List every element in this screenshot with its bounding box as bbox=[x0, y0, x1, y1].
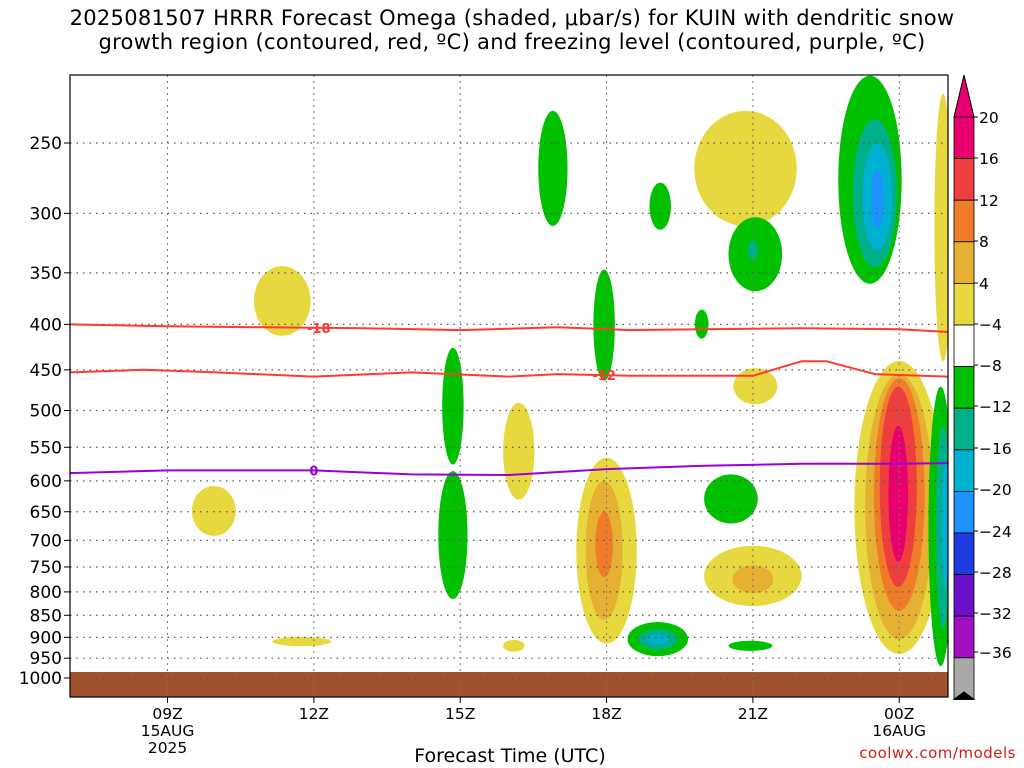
contour-line bbox=[70, 462, 948, 477]
contour-label: -12 bbox=[592, 369, 616, 384]
y-tick-label: 950 bbox=[30, 649, 62, 669]
omega-region-4 bbox=[503, 402, 535, 500]
colorbar-swatch bbox=[953, 199, 975, 243]
colorbar-bottom-arrow bbox=[952, 691, 976, 700]
y-tick-label: 550 bbox=[30, 438, 62, 458]
colorbar-swatch bbox=[953, 282, 975, 326]
colorbar-swatch bbox=[953, 615, 975, 659]
x-tick-label: 00Z bbox=[884, 705, 914, 723]
colorbar-swatch bbox=[953, 324, 975, 367]
plot-area: -18 -12 0 bbox=[70, 75, 948, 697]
omega-region-12 bbox=[595, 511, 613, 578]
colorbar-label: 20 bbox=[979, 109, 999, 127]
plot-frame bbox=[69, 74, 949, 698]
colorbar-label: 16 bbox=[979, 150, 999, 168]
colorbar-swatch bbox=[953, 158, 975, 201]
contour-line bbox=[70, 323, 948, 333]
y-tick-label: 900 bbox=[30, 628, 62, 648]
y-tick-label: 450 bbox=[30, 361, 62, 381]
chart-title-line-2: growth region (contoured, red, ºC) and f… bbox=[98, 30, 926, 54]
colorbar-swatch bbox=[953, 366, 975, 409]
colorbar-label: −36 bbox=[979, 644, 1012, 662]
colorbar-top-arrow bbox=[953, 74, 975, 118]
omega-region--4 bbox=[442, 347, 464, 465]
y-tick-label: 700 bbox=[30, 531, 62, 551]
colorbar-swatch bbox=[953, 532, 975, 575]
x-tick-label: 09Z bbox=[152, 705, 182, 723]
colorbar-label: −32 bbox=[979, 605, 1012, 623]
omega-region--4 bbox=[593, 269, 615, 381]
x-tick-label: 12Z bbox=[299, 705, 329, 723]
y-tick-label: 1000 bbox=[19, 669, 62, 689]
omega-region--12 bbox=[647, 634, 669, 645]
colorbar-label: −12 bbox=[979, 398, 1012, 416]
x-tick-label: 15AUG bbox=[141, 722, 195, 740]
y-tick-label: 650 bbox=[30, 503, 62, 523]
omega-region--16 bbox=[871, 169, 884, 229]
colorbar-swatch bbox=[953, 490, 975, 534]
omega-region-4 bbox=[733, 368, 778, 405]
colorbar-label: −28 bbox=[979, 564, 1012, 582]
site-credit[interactable]: coolwx.com/models bbox=[859, 744, 1016, 762]
chart-title: 2025081507 HRRR Forecast Omega (shaded, … bbox=[0, 6, 1024, 54]
plot-background bbox=[70, 75, 948, 697]
omega-region-4 bbox=[503, 639, 525, 652]
y-tick-label: 850 bbox=[30, 606, 62, 626]
omega-region-4 bbox=[934, 93, 948, 362]
colorbar-label: −4 bbox=[979, 316, 1002, 334]
ground-band bbox=[70, 672, 948, 697]
x-tick-label: 21Z bbox=[738, 705, 768, 723]
omega-region--4 bbox=[649, 182, 671, 230]
y-tick-label: 250 bbox=[30, 134, 62, 154]
contour-label: 0 bbox=[309, 464, 318, 479]
omega-region--4 bbox=[538, 110, 568, 227]
x-tick-label: 2025 bbox=[148, 739, 187, 757]
colorbar-swatch bbox=[953, 241, 975, 284]
omega-region-4 bbox=[191, 485, 236, 536]
x-tick-label: 16AUG bbox=[872, 722, 926, 740]
colorbar-label: 8 bbox=[979, 233, 989, 251]
colorbar-label: −20 bbox=[979, 481, 1012, 499]
colorbar-swatch bbox=[953, 116, 975, 159]
colorbar-swatch bbox=[953, 574, 975, 617]
omega-region-4 bbox=[272, 636, 331, 647]
colorbar-swatch bbox=[953, 449, 975, 492]
omega-region-4 bbox=[253, 266, 311, 336]
y-tick-label: 750 bbox=[30, 558, 62, 578]
omega-region-20 bbox=[888, 425, 909, 562]
colorbar-swatch bbox=[953, 407, 975, 451]
colorbar-label: 4 bbox=[979, 275, 989, 293]
x-axis-title: Forecast Time (UTC) bbox=[414, 745, 606, 767]
omega-region--12 bbox=[941, 461, 948, 588]
y-tick-label: 300 bbox=[30, 204, 62, 224]
omega-region--4 bbox=[728, 640, 773, 651]
x-tick-label: 18Z bbox=[591, 705, 621, 723]
y-tick-label: 500 bbox=[30, 402, 62, 422]
omega-region-4 bbox=[694, 110, 797, 227]
y-tick-label: 350 bbox=[30, 264, 62, 284]
contour-label: -18 bbox=[307, 322, 331, 337]
y-tick-label: 600 bbox=[30, 472, 62, 492]
colorbar-label: −24 bbox=[979, 523, 1012, 541]
omega-region--4 bbox=[438, 471, 468, 600]
colorbar-label: 12 bbox=[979, 192, 999, 210]
colorbar-label: −8 bbox=[979, 357, 1002, 375]
contour-line bbox=[70, 360, 948, 378]
omega-region--4 bbox=[704, 474, 758, 524]
colorbar-label: −16 bbox=[979, 440, 1012, 458]
chart-title-line-1: 2025081507 HRRR Forecast Omega (shaded, … bbox=[69, 6, 955, 30]
x-tick-label: 15Z bbox=[445, 705, 475, 723]
y-tick-label: 400 bbox=[30, 315, 62, 335]
y-tick-label: 800 bbox=[30, 583, 62, 603]
